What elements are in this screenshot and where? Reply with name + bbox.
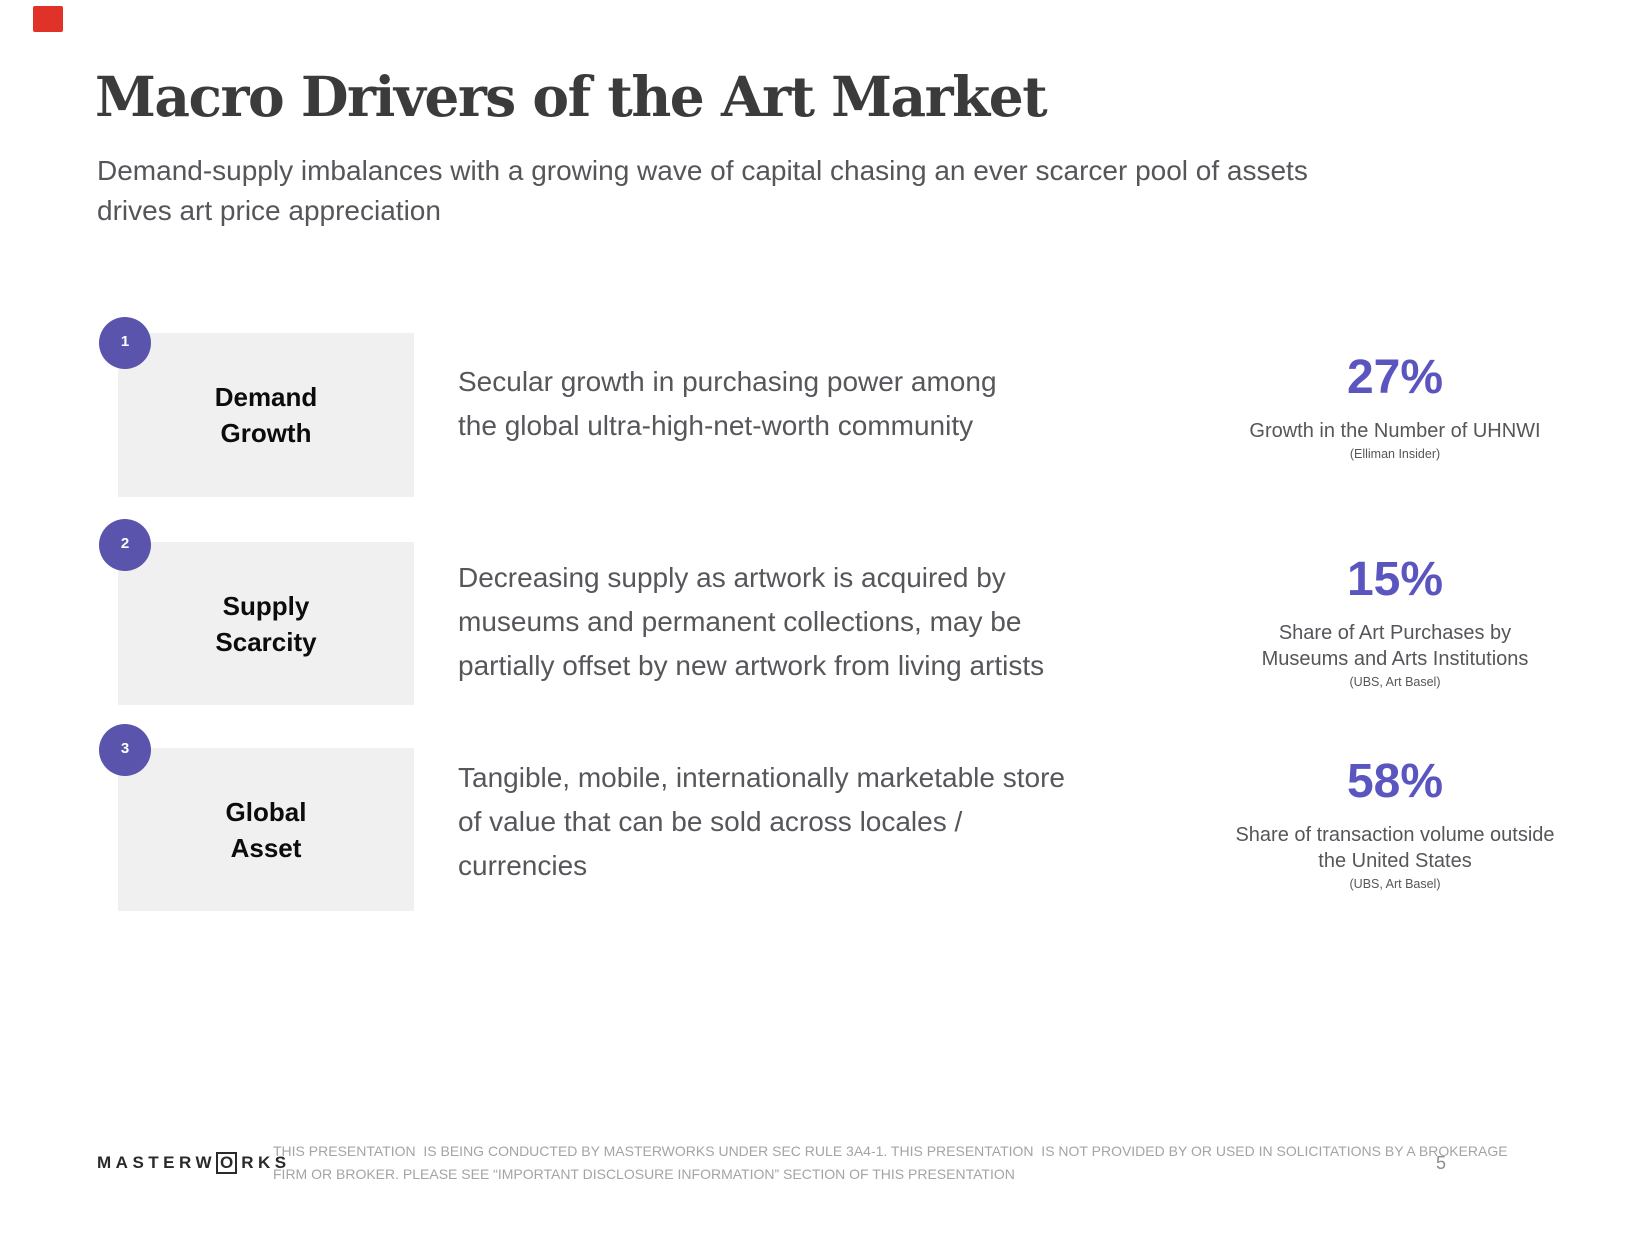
logo-text-suffix: RKS [241,1152,291,1172]
logo-boxed-letter: O [220,1153,234,1172]
slide-subtitle: Demand-supply imbalances with a growing … [97,155,1308,226]
logo-text-prefix: MASTERW [97,1152,217,1172]
row3-stat-caption: Share of transaction volume outside the … [1235,824,1555,872]
row2-stat-block: 15% Share of Art Purchases by Museums an… [1185,553,1605,690]
row1-stat-source: (Elliman Insider) [1349,447,1441,461]
red-marker [33,6,63,32]
row2-stat-caption: Share of Art Purchases by Museums and Ar… [1261,622,1529,670]
row1-label-box: Demand Growth [118,333,414,497]
row1-stat-block: 27% Growth in the Number of UHNWI (Ellim… [1185,351,1605,462]
row3-stat-value: 58% [1346,755,1444,808]
row1-stat-value: 27% [1346,351,1444,404]
page-number: 5 [1436,1153,1447,1173]
row3-description: Tangible, mobile, internationally market… [458,762,1065,881]
row1-number-badge: 1 [99,317,151,369]
logo-boxed-o: O [216,1152,238,1174]
row2-number-badge: 2 [99,519,151,571]
row1-stat-caption: Growth in the Number of UHNWI [1249,420,1541,442]
masterworks-logo: MASTERW O RKS [97,1152,291,1174]
row2-description: Decreasing supply as artwork is acquired… [458,562,1045,681]
row3-stat-source: (UBS, Art Basel) [1349,877,1441,891]
row3-label-box: Global Asset [118,748,414,911]
row2-label-box: Supply Scarcity [118,542,414,705]
row2-stat-source: (UBS, Art Basel) [1349,675,1441,689]
row3-number-badge: 3 [99,724,151,776]
row3-stat-block: 58% Share of transaction volume outside … [1185,755,1605,892]
row2-stat-value: 15% [1346,553,1444,606]
row1-description: Secular growth in purchasing power among… [458,366,997,441]
disclaimer-text: THIS PRESENTATION IS BEING CONDUCTED BY … [273,1143,1508,1182]
slide-title: Macro Drivers of the Art Market [95,64,1048,129]
